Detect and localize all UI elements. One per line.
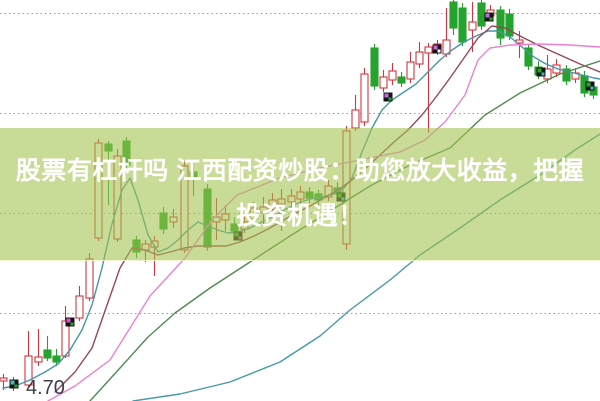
signal-marker-dot (70, 322, 74, 326)
candle-up (85, 258, 94, 299)
candle-down (397, 76, 406, 84)
candle-down (562, 68, 571, 82)
candle-up (0, 377, 8, 382)
signal-marker-dot (586, 82, 591, 87)
candle-down (524, 47, 533, 67)
candle-up (24, 355, 33, 386)
candle-up (468, 21, 477, 31)
price-label: 4.70 (26, 377, 65, 399)
ad-banner-title-line2: 投资机遇！ (236, 202, 364, 230)
signal-marker-dot (541, 72, 545, 76)
candle-up (406, 61, 415, 80)
candle-up (34, 356, 43, 363)
candle-down (496, 9, 505, 39)
candle-down (505, 13, 514, 37)
signal-marker-dot (437, 49, 441, 53)
signal-marker-dot (384, 93, 389, 98)
signal-marker-dot (489, 17, 493, 21)
candle-up (75, 295, 84, 319)
candle-up (379, 76, 388, 89)
candle-up (424, 46, 433, 54)
candle-down (449, 1, 458, 29)
candle-up (415, 51, 424, 65)
signal-marker-dot (537, 68, 542, 73)
candle-up (388, 70, 397, 81)
signal-marker-dot (388, 97, 392, 101)
candle-up (360, 73, 369, 123)
ad-banner-title-line1: 股票有杠杆吗 江西配资炒股：助您放大收益，把握 (15, 157, 585, 185)
signal-marker-dot (14, 384, 18, 388)
candle-down (458, 7, 467, 43)
candle-up (351, 109, 360, 129)
signal-marker-dot (590, 86, 594, 90)
ad-banner-overlay: 股票有杠杆吗 江西配资炒股：助您放大收益，把握 投资机遇！ (0, 128, 600, 261)
candle-down (52, 355, 61, 363)
signal-marker-dot (66, 318, 71, 323)
signal-marker-dot (10, 380, 15, 385)
signal-marker-dot (485, 13, 490, 18)
candle-down (477, 2, 486, 27)
signal-marker-dot (433, 45, 438, 50)
candle-down (43, 349, 52, 359)
candle-down (370, 47, 379, 87)
